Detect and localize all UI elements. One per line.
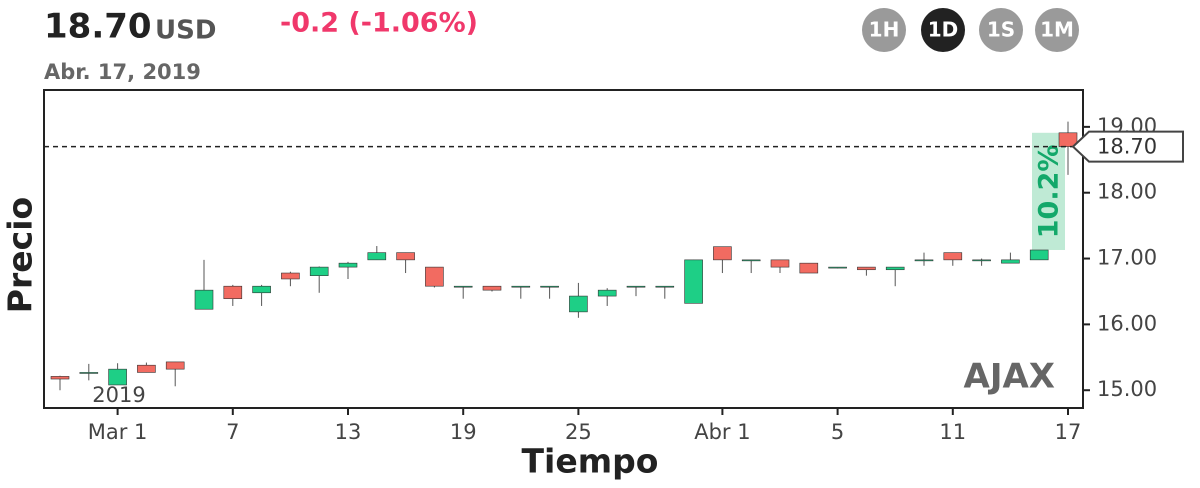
interval-button[interactable] bbox=[862, 8, 906, 52]
candle-body bbox=[799, 262, 819, 274]
x-axis-title: Tiempo bbox=[522, 442, 659, 481]
candle-body bbox=[309, 266, 329, 276]
candle-body bbox=[396, 252, 415, 261]
candle-body bbox=[684, 259, 703, 304]
candle-body bbox=[425, 266, 444, 287]
candle-body bbox=[540, 285, 559, 288]
year-label: 2019 bbox=[92, 383, 145, 407]
candle-body bbox=[79, 372, 99, 374]
candle-body bbox=[281, 272, 300, 280]
x-tick-label: 5 bbox=[831, 420, 844, 444]
watermark: AJAX bbox=[964, 357, 1056, 397]
interval-button[interactable] bbox=[921, 8, 965, 52]
y-axis-title: Precio bbox=[1, 197, 40, 313]
y-tick-label: 18.00 bbox=[1097, 180, 1157, 204]
interval-label[interactable]: 1D bbox=[928, 18, 959, 42]
plot-frame bbox=[43, 89, 1084, 409]
candle-body bbox=[223, 285, 243, 300]
candle-body bbox=[741, 259, 761, 262]
candle-body bbox=[165, 361, 185, 370]
candle-body bbox=[194, 289, 214, 310]
x-tick-label: Mar 1 bbox=[88, 420, 148, 444]
interval-button[interactable] bbox=[1035, 8, 1079, 52]
interval-label[interactable]: 1S bbox=[987, 18, 1015, 42]
candle-body bbox=[453, 285, 473, 288]
interval-label[interactable]: 1H bbox=[869, 18, 900, 42]
candle-body bbox=[885, 266, 905, 271]
candle-body bbox=[770, 259, 790, 268]
candle-body bbox=[655, 285, 675, 288]
candle-body bbox=[1001, 259, 1020, 264]
price: 18.70 bbox=[44, 7, 152, 47]
candle-body bbox=[1029, 249, 1049, 261]
candle-body bbox=[482, 285, 502, 291]
date: Abr. 17, 2019 bbox=[44, 60, 201, 84]
candle-body bbox=[252, 285, 271, 294]
y-tick-label: 16.00 bbox=[1097, 311, 1157, 335]
candle-body bbox=[338, 262, 358, 268]
x-tick-label: 13 bbox=[335, 420, 362, 444]
candle-body bbox=[569, 295, 588, 313]
x-tick-label: 17 bbox=[1055, 420, 1082, 444]
x-tick-label: 7 bbox=[226, 420, 239, 444]
candle-body bbox=[50, 376, 70, 380]
x-tick-label: 19 bbox=[450, 420, 477, 444]
candle-body bbox=[137, 364, 156, 373]
candle-body bbox=[1058, 132, 1078, 147]
candle-body bbox=[914, 259, 934, 262]
x-tick-label: 11 bbox=[939, 420, 966, 444]
candle-body bbox=[597, 289, 617, 297]
candle-body bbox=[511, 285, 531, 288]
candle-body bbox=[828, 266, 847, 269]
candle-body bbox=[972, 259, 991, 262]
price-change: -0.2 (-1.06%) bbox=[280, 8, 478, 39]
candle-body bbox=[108, 368, 127, 386]
x-tick-label: 25 bbox=[565, 420, 592, 444]
change-annotation: 10.2% bbox=[1034, 145, 1065, 239]
candle-body bbox=[713, 246, 732, 261]
y-tick-label: 15.00 bbox=[1097, 377, 1157, 401]
candle-body bbox=[943, 252, 963, 261]
change-highlight bbox=[1032, 132, 1065, 250]
y-tick-label: 17.00 bbox=[1097, 246, 1157, 270]
candle-body bbox=[367, 252, 387, 261]
x-tick-label: Abr 1 bbox=[694, 420, 750, 444]
candle-body bbox=[857, 266, 876, 271]
currency: USD bbox=[155, 16, 216, 46]
candle-body bbox=[626, 285, 646, 288]
interval-label[interactable]: 1M bbox=[1040, 18, 1074, 42]
interval-button[interactable] bbox=[979, 8, 1023, 52]
last-price-tag bbox=[1071, 130, 1184, 163]
last-price-label: 18.70 bbox=[1097, 135, 1157, 159]
